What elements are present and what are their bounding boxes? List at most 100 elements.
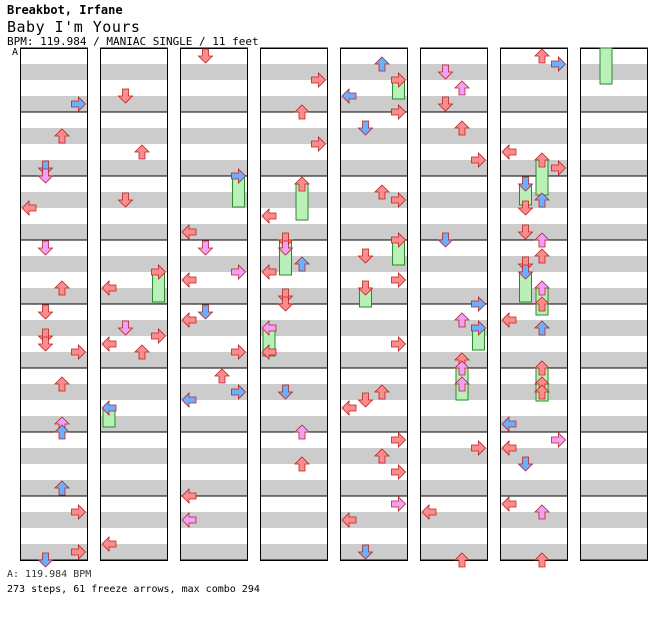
step-arrow: [71, 344, 87, 360]
stripe: [100, 256, 168, 272]
step-arrow: [471, 320, 487, 336]
step-arrow: [501, 496, 517, 512]
step-arrow: [197, 304, 214, 320]
step-arrow: [277, 240, 294, 256]
step-arrow: [534, 296, 550, 312]
step-arrow: [21, 200, 37, 216]
step-arrow: [391, 464, 407, 480]
step-arrow: [37, 552, 54, 568]
stripe: [100, 96, 168, 112]
stripe: [260, 256, 328, 272]
stripe: [420, 160, 488, 176]
step-arrow: [534, 152, 550, 168]
stripe: [420, 416, 488, 432]
step-arrow: [37, 240, 54, 256]
stripe: [500, 160, 568, 176]
stripe: [260, 352, 328, 368]
stripe: [100, 512, 168, 528]
step-arrow: [551, 432, 567, 448]
stripe: [340, 192, 408, 208]
bpm-marker: A: [12, 47, 19, 58]
stripe: [20, 416, 88, 432]
stripe: [100, 320, 168, 336]
stripe: [100, 352, 168, 368]
step-arrow: [197, 240, 214, 256]
step-arrow: [134, 144, 150, 160]
stripe: [100, 192, 168, 208]
step-arrow: [391, 104, 407, 120]
stripe: [500, 96, 568, 112]
stripe: [180, 160, 248, 176]
stripe: [420, 256, 488, 272]
step-arrow: [391, 72, 407, 88]
stripe: [420, 384, 488, 400]
stripe: [260, 320, 328, 336]
column-border: [420, 48, 488, 561]
step-arrow: [294, 176, 310, 192]
step-arrow: [277, 384, 294, 400]
step-arrow: [517, 264, 534, 280]
stripe: [580, 192, 648, 208]
freeze-arrow: [599, 47, 613, 85]
step-arrow: [391, 232, 407, 248]
step-arrow: [294, 424, 310, 440]
step-arrow: [534, 192, 550, 208]
stripe: [260, 384, 328, 400]
step-arrow: [437, 96, 454, 112]
footer-bpm: A: 119.984 BPM: [7, 569, 92, 580]
stripe: [180, 416, 248, 432]
stripe: [500, 480, 568, 496]
stripe: [340, 160, 408, 176]
step-arrow: [277, 288, 294, 304]
step-arrow: [151, 264, 167, 280]
chart-column: [180, 47, 248, 561]
step-arrow: [37, 328, 54, 344]
stripe: [580, 480, 648, 496]
stripe: [420, 448, 488, 464]
stripe: [580, 256, 648, 272]
footer-stats: 273 steps, 61 freeze arrows, max combo 2…: [7, 584, 260, 595]
step-arrow: [101, 280, 117, 296]
stripe: [500, 352, 568, 368]
step-arrow: [437, 64, 454, 80]
step-arrow: [231, 384, 247, 400]
column-border: [100, 48, 168, 561]
chart-column: [500, 47, 568, 568]
step-arrow: [534, 320, 550, 336]
step-arrow: [471, 152, 487, 168]
step-arrow: [231, 344, 247, 360]
step-arrow: [54, 280, 70, 296]
stripe: [580, 320, 648, 336]
step-arrow: [517, 456, 534, 472]
stripe: [580, 288, 648, 304]
step-arrow: [101, 400, 117, 416]
stripe: [20, 352, 88, 368]
step-arrow: [551, 56, 567, 72]
stripe: [500, 256, 568, 272]
stripe: [340, 288, 408, 304]
stripe: [100, 128, 168, 144]
stripe: [20, 160, 88, 176]
stripe: [20, 224, 88, 240]
step-arrow: [37, 336, 54, 352]
stripe: [100, 288, 168, 304]
stripe: [180, 320, 248, 336]
stripe: [20, 512, 88, 528]
stripe: [180, 224, 248, 240]
stripe: [580, 384, 648, 400]
step-arrow: [357, 544, 374, 560]
step-arrow: [454, 312, 470, 328]
step-arrow: [37, 168, 54, 184]
step-arrow: [231, 168, 247, 184]
stripe: [420, 64, 488, 80]
step-arrow: [501, 312, 517, 328]
stripe: [20, 96, 88, 112]
stripe: [580, 448, 648, 464]
step-arrow: [357, 280, 374, 296]
stripe: [180, 512, 248, 528]
step-arrow: [294, 256, 310, 272]
step-arrow: [534, 280, 550, 296]
stripe: [260, 448, 328, 464]
step-arrow: [181, 488, 197, 504]
stripe: [340, 352, 408, 368]
